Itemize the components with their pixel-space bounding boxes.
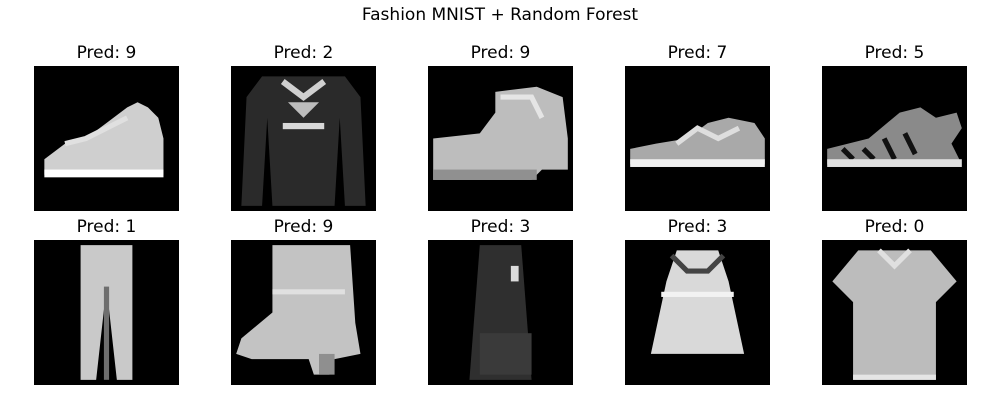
panel-title: Pred: 9 (76, 43, 137, 63)
sneaker-image (34, 66, 179, 211)
trouser-image (34, 240, 179, 385)
dress-image (625, 240, 770, 385)
panel-title: Pred: 1 (76, 217, 137, 237)
panel-title: Pred: 0 (864, 217, 925, 237)
panel-title: Pred: 3 (470, 217, 531, 237)
panel-title: Pred: 3 (667, 217, 728, 237)
figure-title: Fashion MNIST + Random Forest (361, 5, 639, 25)
boot-image (231, 240, 376, 385)
sandal-image (822, 66, 967, 211)
boot-image (428, 66, 573, 211)
panel-title: Pred: 9 (273, 217, 334, 237)
panel-title: Pred: 9 (470, 43, 531, 63)
panel-title: Pred: 2 (273, 43, 334, 63)
panel-title: Pred: 5 (864, 43, 925, 63)
t-shirt-image (822, 240, 967, 385)
panel-title: Pred: 7 (667, 43, 728, 63)
dress-image (428, 240, 573, 385)
pullover-image (231, 66, 376, 211)
sneaker-image (625, 66, 770, 211)
